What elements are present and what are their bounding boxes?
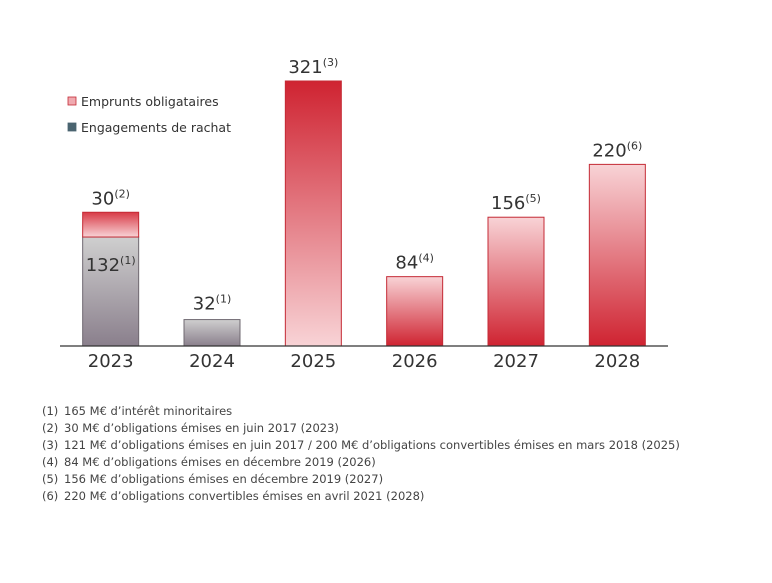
bar-engagements-2023	[82, 236, 140, 347]
footnote-number: (1)	[42, 404, 59, 418]
x-tick-2028: 2028	[594, 351, 640, 372]
x-tick-2025: 2025	[290, 351, 336, 372]
footnotes: (1) 165 M€ d’intérêt minoritaires (2) 30 M€…	[42, 403, 680, 505]
footnote-text: 165 M€ d’intérêt minoritaires	[64, 404, 233, 418]
bar-emprunts-2028	[588, 163, 646, 347]
legend-label-emprunts: Emprunts obligataires	[81, 94, 219, 109]
value-label-red-2026: 84(4)	[395, 252, 434, 274]
bar-emprunts-2023	[82, 211, 140, 238]
footnote-text: 156 M€ d’obligations émises en décembre …	[64, 472, 384, 486]
legend-label-engagements: Engagements de rachat	[81, 120, 231, 135]
value-label-red-2025: 321(3)	[288, 56, 338, 78]
footnote-number: (4)	[42, 455, 59, 469]
bar-emprunts-2027	[487, 216, 545, 347]
value-label-grey-2024: 32(1)	[193, 293, 232, 315]
value-label-red-2027: 156(5)	[491, 192, 541, 214]
footnote-item: (2) 30 M€ d’obligations émises en juin 20…	[42, 420, 680, 437]
value-label-red-2028: 220(6)	[592, 139, 642, 161]
x-tick-2023: 2023	[88, 351, 134, 372]
footnote-number: (5)	[42, 472, 59, 486]
value-label-grey-2023: 132(1)	[86, 254, 136, 276]
footnote-item: (4) 84 M€ d’obligations émises en décembr…	[42, 454, 680, 471]
bar-chart: Emprunts obligataires Engagements de rach…	[60, 56, 668, 372]
footnote-text: 84 M€ d’obligations émises en décembre 2…	[64, 455, 376, 469]
value-labels: 132(1) 30(2) 32(1) 321(3) 84(4) 156(5) 220(6)	[86, 56, 643, 315]
footnote-text: 220 M€ d’obligations convertibles émises…	[64, 489, 425, 503]
legend: Emprunts obligataires Engagements de rach…	[67, 94, 231, 135]
bar-emprunts-2026	[386, 276, 444, 347]
footnote-text: 121 M€ d’obligations émises en juin 2017…	[64, 438, 680, 452]
bar-engagements-2024	[183, 319, 241, 347]
footnote-item: (6) 220 M€ d’obligations convertibles émi…	[42, 488, 680, 505]
legend-swatch-engagements	[67, 122, 77, 132]
value-label-red-2023: 30(2)	[91, 187, 129, 209]
footnote-item: (3) 121 M€ d’obligations émises en juin 2…	[42, 437, 680, 454]
legend-swatch-emprunts	[67, 96, 77, 106]
bars	[82, 80, 646, 347]
footnote-item: (5) 156 M€ d’obligations émises en décemb…	[42, 471, 680, 488]
footnote-number: (6)	[42, 489, 59, 503]
bar-emprunts-2025	[284, 80, 342, 347]
footnote-number: (3)	[42, 438, 59, 452]
x-tick-2024: 2024	[189, 351, 235, 372]
footnote-text: 30 M€ d’obligations émises en juin 2017 …	[64, 421, 339, 435]
footnote-number: (2)	[42, 421, 59, 435]
x-tick-2026: 2026	[392, 351, 438, 372]
x-tick-2027: 2027	[493, 351, 539, 372]
footnote-item: (1) 165 M€ d’intérêt minoritaires	[42, 403, 680, 420]
x-axis-ticks: 2023 2024 2025 2026 2027 2028	[88, 351, 640, 372]
